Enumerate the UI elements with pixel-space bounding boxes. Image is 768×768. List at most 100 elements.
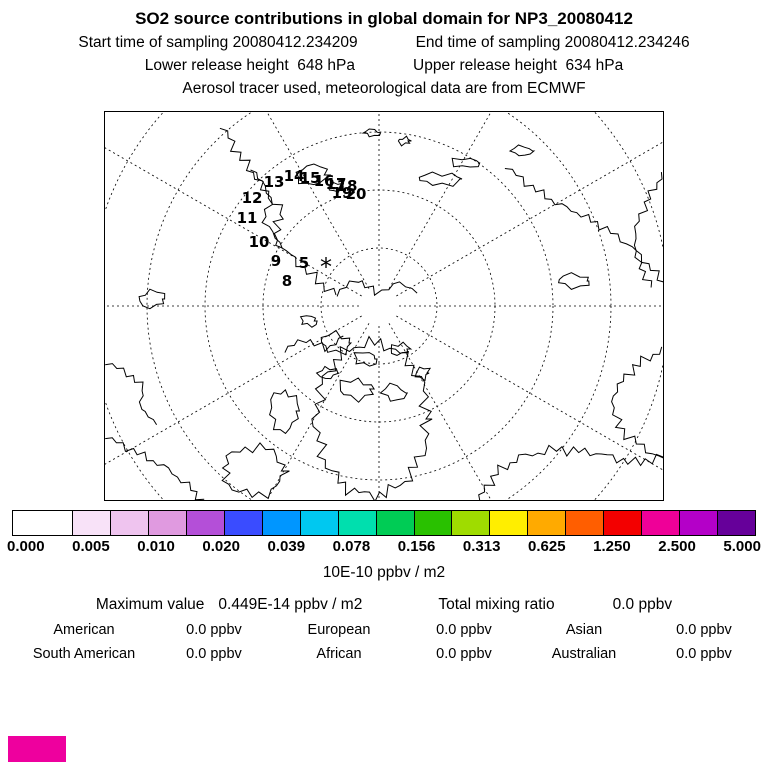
island-outline xyxy=(311,335,433,501)
trajectory-point-label: 14 xyxy=(284,167,305,185)
region-value: 0.0 ppbv xyxy=(676,646,732,662)
meridian-line xyxy=(396,315,664,472)
colorbar-segment xyxy=(490,511,529,535)
colorbar-segment xyxy=(224,511,263,535)
latitude-circle xyxy=(320,247,438,365)
meridian-line xyxy=(388,111,493,289)
trajectory-point-label: 5 xyxy=(299,254,309,272)
colorbar-segment xyxy=(338,511,377,535)
island-outline xyxy=(353,352,378,367)
colorbar-segment xyxy=(186,511,225,535)
coastline-path xyxy=(105,437,205,501)
meridian-line xyxy=(388,323,493,501)
coastline-path xyxy=(611,346,664,459)
island-outline xyxy=(320,329,353,356)
trajectory-point-label: 10 xyxy=(249,233,270,251)
total-mixing-value: 0.0 ppbv xyxy=(612,596,673,613)
region-label: Australian xyxy=(551,646,617,662)
colorbar-unit-label: 10E-10 ppbv / m2 xyxy=(322,564,446,581)
colorbar-segment xyxy=(73,511,112,535)
max-value: 0.449E-14 ppbv / m2 xyxy=(218,596,363,613)
colorbar-tick-label: 0.005 xyxy=(72,538,110,555)
colorbar-segment xyxy=(452,511,491,535)
region-label: African xyxy=(316,646,362,662)
max-value-label: Maximum value xyxy=(95,596,205,613)
region-label: Asian xyxy=(565,622,603,638)
island-outline xyxy=(361,128,382,138)
trajectory-point-label: 19 xyxy=(332,184,353,202)
total-mixing-label: Total mixing ratio xyxy=(438,596,555,613)
region-label: South American xyxy=(32,646,136,662)
coastline-path xyxy=(478,444,664,501)
partial-colorbar-segment xyxy=(8,736,66,762)
region-value: 0.0 ppbv xyxy=(186,622,242,638)
lower-release-text: Lower release height 648 hPa xyxy=(144,57,355,74)
map-panel: 12 13 14 15 16 17 18 19 20 11 10 9 5 8 * xyxy=(104,111,664,501)
island-outline xyxy=(315,365,340,380)
trajectory-point-label: 20 xyxy=(346,185,367,203)
colorbar-segment xyxy=(604,511,643,535)
region-value: 0.0 ppbv xyxy=(186,646,242,662)
region-stats-grid: American 0.0 ppbv European 0.0 ppbv Asian 0.0… xyxy=(9,622,759,662)
trajectory-point-label: 9 xyxy=(271,252,281,270)
island-outline xyxy=(418,171,463,187)
sampling-start-text: Start time of sampling 20080412.234209 xyxy=(78,34,358,51)
trajectory-point-label: 12 xyxy=(242,189,263,207)
release-heights-row: Lower release height 648 hPa Upper relea… xyxy=(0,57,768,75)
coastline-path xyxy=(336,280,418,297)
tracer-info-text: Aerosol tracer used, meteorological data… xyxy=(182,80,586,97)
coastlines xyxy=(105,127,664,501)
island-outline xyxy=(414,366,432,382)
island-outline xyxy=(451,157,481,168)
trajectory-point-label: 16 xyxy=(314,172,335,190)
island-outline xyxy=(299,315,318,328)
coastline-path xyxy=(250,169,283,249)
region-value: 0.0 ppbv xyxy=(676,622,732,638)
figure-root: SO2 source contributions in global domai… xyxy=(0,9,768,762)
colorbar-segment xyxy=(528,511,567,535)
trajectory-point-label: 18 xyxy=(337,177,358,195)
latitude-circle xyxy=(204,131,554,481)
coastline-path xyxy=(504,168,664,283)
colorbar-tick-label: 2.500 xyxy=(658,538,696,555)
island-outline xyxy=(397,135,412,147)
region-value: 0.0 ppbv xyxy=(436,622,492,638)
upper-release-text: Upper release height 634 hPa xyxy=(413,57,624,74)
island-outline xyxy=(138,288,166,310)
coastline-path xyxy=(633,172,663,288)
coastline-path xyxy=(105,363,158,426)
island-outline xyxy=(508,144,536,157)
colorbar-segment xyxy=(300,511,339,535)
region-label: European xyxy=(307,622,371,638)
island-outline xyxy=(339,377,376,403)
colorbar-segment xyxy=(718,511,755,535)
colorbar-segment xyxy=(680,511,719,535)
colorbar-tick-label: 0.078 xyxy=(332,538,371,555)
region-value: 0.0 ppbv xyxy=(436,646,492,662)
colorbar-segment xyxy=(262,511,301,535)
colorbar-segment xyxy=(148,511,187,535)
colorbar-tick-label: 1.250 xyxy=(593,538,631,555)
island-outline xyxy=(221,442,290,500)
colorbar-segment xyxy=(642,511,681,535)
trajectory-point-label: 13 xyxy=(264,173,285,191)
colorbar-segment xyxy=(566,511,605,535)
trajectory-point-label: 15 xyxy=(300,169,321,187)
island-outline xyxy=(390,341,413,356)
sampling-times-row: Start time of sampling 20080412.234209 E… xyxy=(0,34,768,52)
trajectory-point-label: 11 xyxy=(237,209,258,227)
colorbar-ticks: 0.000 0.005 0.010 0.020 0.039 0.078 0.156 0.313… xyxy=(7,538,761,555)
coastline-path xyxy=(219,127,337,296)
colorbar-tick-label: 0.313 xyxy=(462,538,501,555)
trajectory-point-label: 8 xyxy=(282,272,292,290)
colorbar-tick-label: 5.000 xyxy=(723,538,761,555)
colorbar-segment xyxy=(13,511,74,535)
colorbar-segment xyxy=(414,511,453,535)
island-outline xyxy=(328,181,345,193)
island-outline xyxy=(379,382,409,402)
region-label: American xyxy=(53,622,115,638)
island-outline xyxy=(269,389,301,435)
colorbar-segment xyxy=(376,511,415,535)
